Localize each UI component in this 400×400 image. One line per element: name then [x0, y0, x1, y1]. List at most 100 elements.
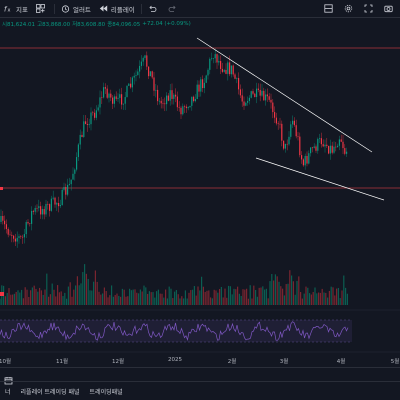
time-axis-label: 2월: [227, 359, 237, 365]
volume-bar: [204, 291, 206, 305]
candle-body: [22, 236, 24, 238]
volume-bar: [276, 276, 278, 305]
candle-body: [270, 99, 272, 103]
volume-bar: [244, 289, 246, 305]
candle-body: [23, 234, 25, 238]
volume-bar: [138, 293, 140, 305]
volume-bar: [73, 289, 75, 305]
candle-body: [184, 106, 186, 107]
volume-bar: [26, 289, 28, 305]
candle-body: [315, 146, 317, 151]
candle-body: [38, 206, 40, 209]
svg-text:x: x: [8, 8, 11, 14]
candle-body: [302, 159, 304, 166]
candle-body: [2, 216, 4, 221]
candle-body: [106, 88, 108, 98]
candle-body: [178, 107, 180, 108]
redo-button[interactable]: [164, 0, 184, 18]
candle-body: [67, 184, 69, 195]
candle-body: [265, 94, 267, 101]
candle-body: [70, 179, 72, 185]
candle-body: [169, 90, 171, 101]
volume-bar: [15, 291, 17, 305]
volume-bar: [220, 286, 222, 305]
candle-body: [252, 91, 254, 94]
time-axis[interactable]: 10월 11월 12월 2025 2월 3월 4월 5월: [0, 355, 400, 367]
upper-trend-line: [196, 37, 373, 153]
candle-body: [329, 145, 331, 154]
volume-bar: [96, 281, 98, 305]
volume-bar: [69, 282, 71, 305]
calendar-icon[interactable]: [4, 370, 13, 385]
volume-bar: [17, 290, 19, 305]
candle-body: [0, 216, 2, 222]
replay-button[interactable]: 리플레이: [95, 0, 139, 18]
volume-bar: [37, 291, 39, 305]
volume-bar: [206, 290, 208, 305]
volume-bar: [129, 288, 131, 305]
candle-body: [182, 106, 184, 115]
candle-body: [5, 224, 7, 229]
lower-trend-line: [255, 157, 385, 201]
candle-body: [340, 139, 342, 142]
candle-body: [263, 90, 265, 101]
layout-selector-button[interactable]: [320, 0, 340, 18]
volume-bar: [330, 286, 332, 305]
candle-body: [58, 203, 60, 207]
volume-bar: [94, 270, 96, 305]
volume-bar: [78, 285, 80, 305]
settings-button[interactable]: [340, 0, 360, 18]
candle-body: [238, 78, 240, 90]
candle-body: [124, 97, 126, 104]
volume-bar: [292, 281, 294, 305]
volume-bar: [336, 288, 338, 305]
volume-bar: [251, 298, 253, 305]
candle-body: [74, 169, 76, 174]
candle-body: [261, 90, 263, 96]
candle-body: [77, 144, 79, 158]
volume-bar: [35, 288, 37, 305]
fullscreen-button[interactable]: [360, 0, 380, 18]
candle-body: [140, 61, 142, 66]
volume-bar: [341, 290, 343, 305]
candle-body: [250, 91, 252, 98]
rsi-band: [0, 320, 352, 342]
candle-body: [167, 95, 169, 101]
candle-body: [103, 87, 105, 98]
layout-button[interactable]: [32, 0, 52, 18]
volume-bar: [109, 295, 111, 305]
candle-body: [112, 97, 114, 104]
volume-bar: [287, 283, 289, 305]
candle-body: [52, 197, 54, 199]
volume-bar: [21, 289, 23, 305]
candle-body: [205, 75, 207, 83]
candle-body: [94, 112, 96, 118]
volume-bar: [215, 290, 217, 305]
alert-button[interactable]: 얼러트: [57, 0, 95, 18]
candle-body: [207, 69, 209, 76]
volume-bar: [264, 289, 266, 305]
screenshot-button[interactable]: [380, 0, 400, 18]
candle-body: [171, 90, 173, 99]
volume-bar: [76, 276, 78, 305]
change-value: +72.04 (+0.09%): [142, 21, 191, 27]
undo-button[interactable]: [144, 0, 164, 18]
candle-body: [342, 141, 344, 149]
candle-body: [191, 96, 193, 106]
candle-body: [283, 140, 285, 149]
volume-bar: [303, 293, 305, 305]
volume-bar: [258, 287, 260, 305]
candle-body: [59, 205, 61, 207]
tab-screener[interactable]: 너: [5, 388, 11, 396]
candle-body: [108, 93, 110, 98]
tab-replay-trading-panel[interactable]: 리플레이 트레이딩 패널: [20, 388, 80, 396]
volume-bar: [226, 297, 228, 305]
volume-bar: [321, 288, 323, 305]
volume-bar: [30, 290, 32, 305]
candle-body: [110, 93, 112, 98]
candle-body: [104, 87, 106, 89]
volume-bar: [75, 285, 77, 305]
tab-trading-panel[interactable]: 트레이딩패널: [89, 388, 123, 396]
